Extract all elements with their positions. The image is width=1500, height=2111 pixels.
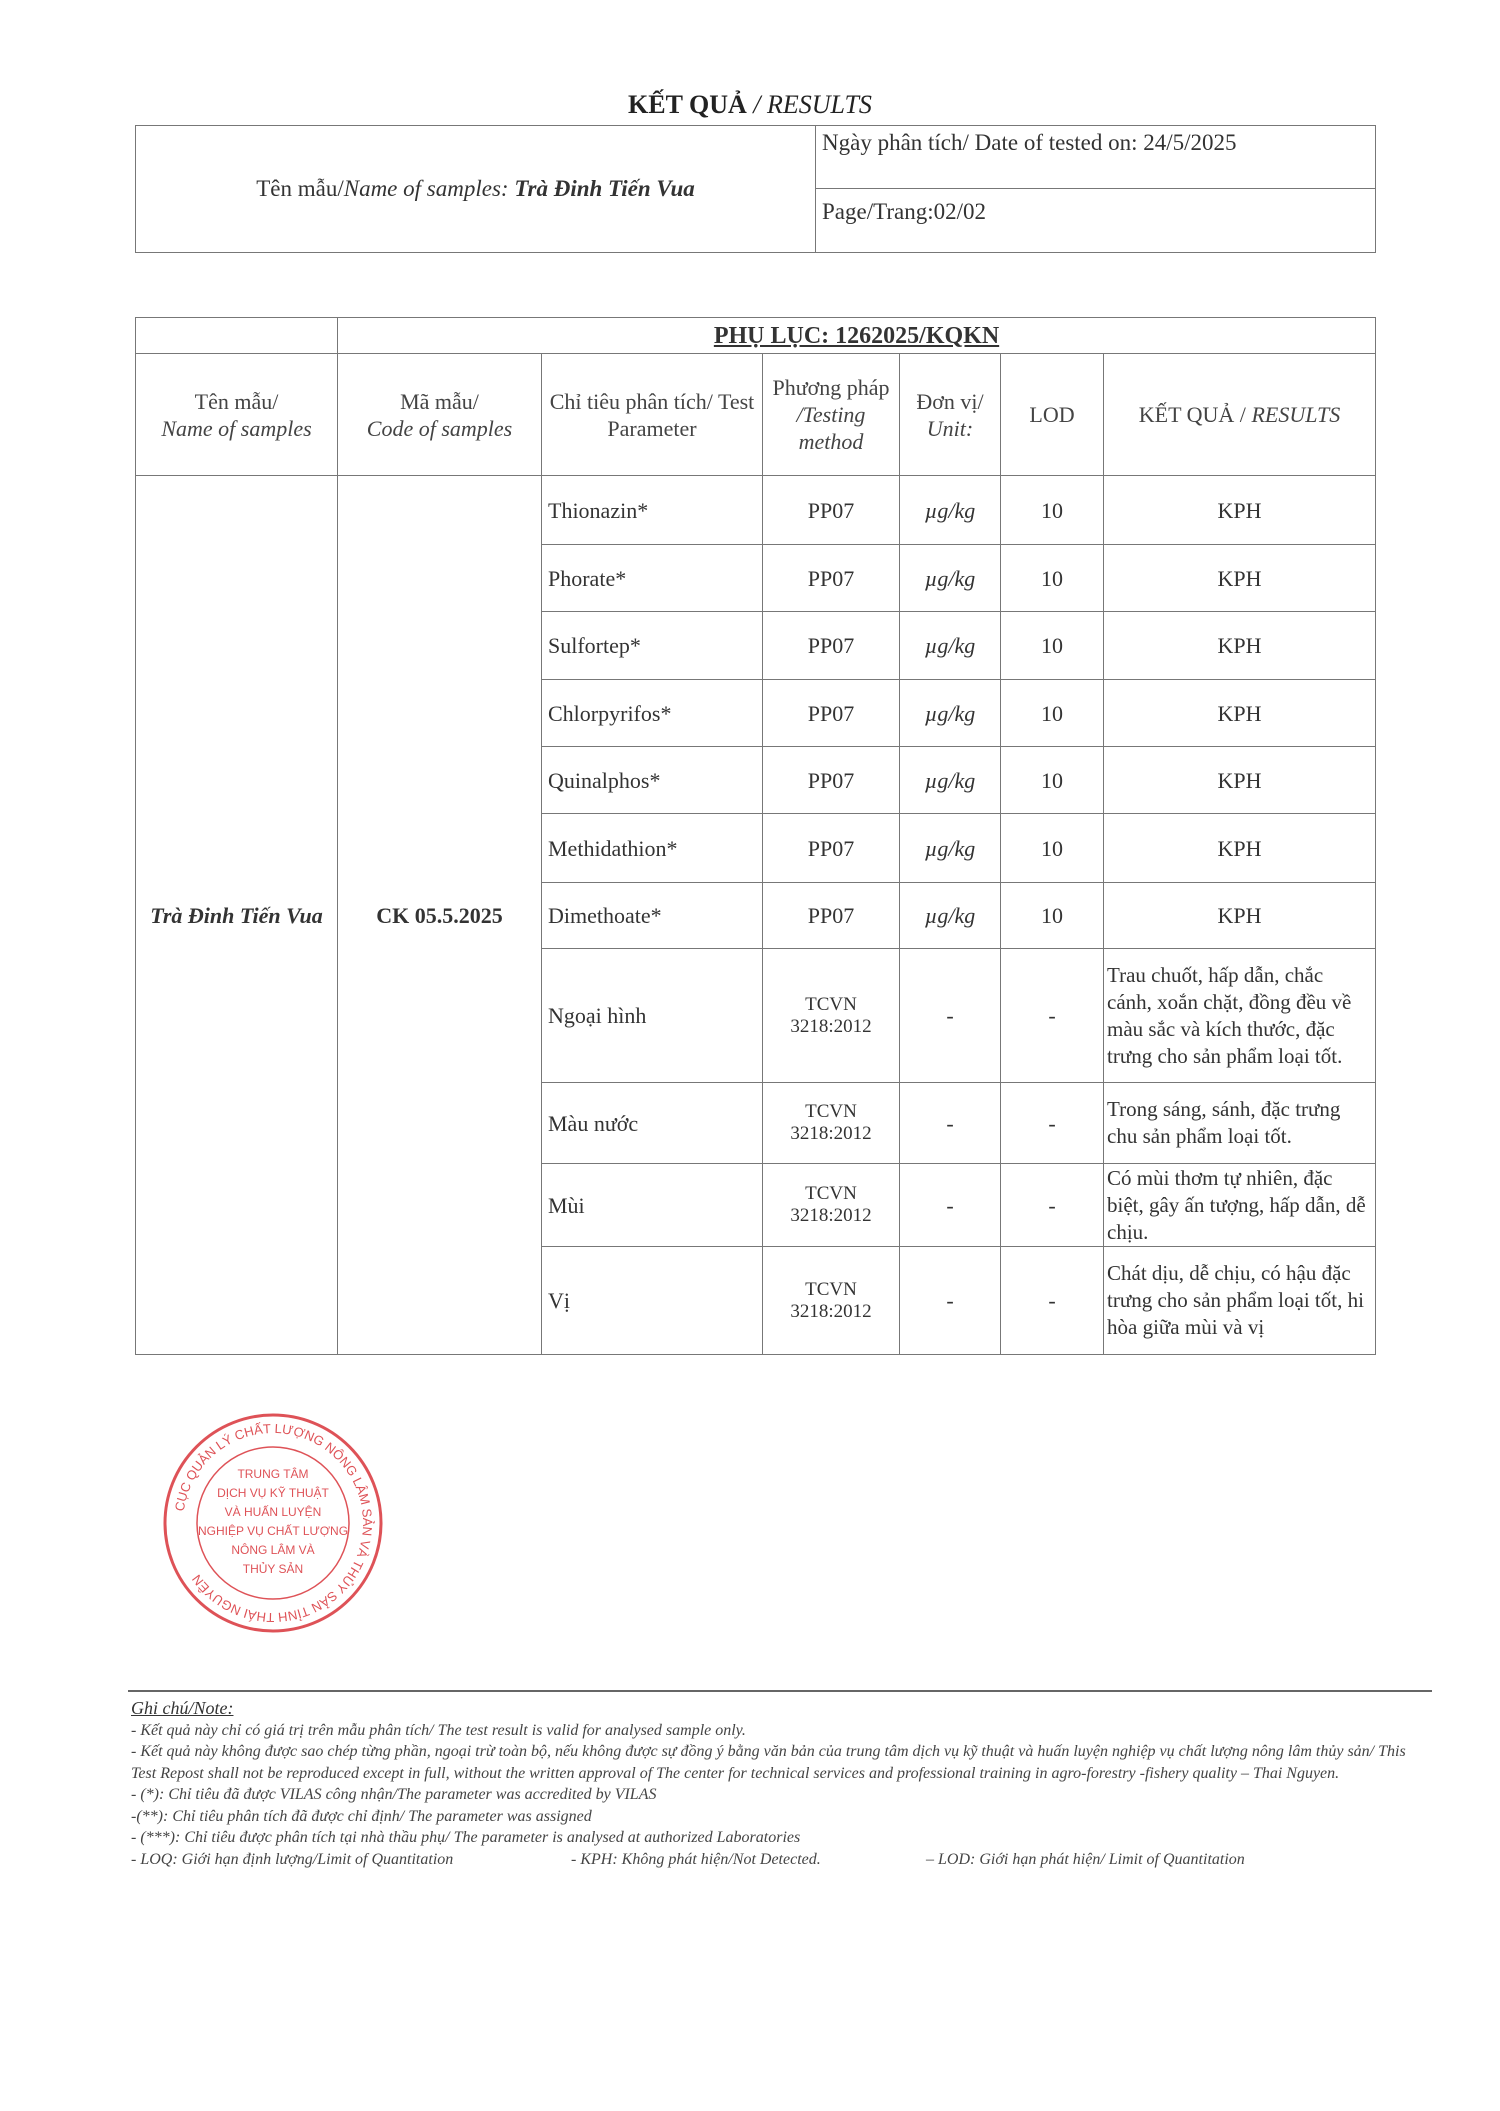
header-result: KẾT QUẢ / RESULTS	[1102, 353, 1377, 476]
table-row: Mùi TCVN 3218:2012- - Có mùi thơm tự nhiên,…	[136, 1163, 1377, 1247]
sample-name: Trà Đinh Tiến Vua	[135, 475, 338, 1355]
lod-cell: -	[1000, 1082, 1104, 1164]
unit-cell: -	[899, 948, 1001, 1083]
method-cell: PP07	[762, 611, 900, 680]
result-cell: Trau chuốt, hấp dẫn, chắc cánh, xoắn chặ…	[1102, 948, 1377, 1083]
header-sample-code: Mã mẫu/Code of samples	[337, 353, 542, 476]
stamp-text: THỦY SẢN	[243, 1561, 303, 1576]
unit-cell: -	[899, 1246, 1001, 1355]
note-line: - (*): Chỉ tiêu đã được VILAS công nhận/…	[131, 1786, 657, 1803]
method-cell: PP07	[762, 544, 900, 612]
appendix-title: PHỤ LỤC: 1262025/KQKN	[713, 322, 1000, 349]
lod-cell: -	[1000, 1246, 1104, 1355]
unit-cell: µg/kg	[899, 475, 1001, 545]
unit-cell: µg/kg	[899, 679, 1001, 747]
lod-cell: 10	[1000, 679, 1104, 747]
header-unit: Đơn vị/Unit:	[899, 353, 1001, 476]
lod-cell: 10	[1000, 544, 1104, 612]
lod-cell: -	[1000, 1163, 1104, 1247]
table-row: Màu nước TCVN 3218:2012- - Trong sáng, sánh…	[136, 1082, 1377, 1164]
table-row: Ngoại hình TCVN 3218:2012- - Trau chuốt, hấ…	[136, 948, 1377, 1083]
official-stamp: CỤC QUẢN LÝ CHẤT LƯỢNG NÔNG LÂM SẢN VÀ T…	[163, 1413, 383, 1633]
method-cell: PP07	[762, 813, 900, 883]
method-cell: TCVN 3218:2012	[762, 948, 900, 1083]
note-line: - Kết quả này chỉ có giá trị trên mẫu ph…	[131, 1721, 746, 1739]
unit-cell: -	[899, 1163, 1001, 1247]
result-cell: KPH	[1102, 813, 1377, 883]
table-row: Trà Đinh Tiến Vua CK 05.5.2025 Thionazin* P…	[135, 475, 1377, 1355]
result-cell: KPH	[1102, 544, 1377, 612]
unit-cell: µg/kg	[899, 746, 1001, 814]
table-row: Vị TCVN 3218:2012- - Chát dịu, dễ chịu, có …	[136, 1246, 1377, 1355]
lod-cell: 10	[1000, 746, 1104, 814]
parameter-cell: Phorate*	[541, 544, 763, 612]
parameter-cell: Dimethoate*	[541, 882, 763, 949]
stamp-text: NÔNG LÂM VÀ	[231, 1542, 314, 1557]
sample-info-table: Tên mẫu/Name of samples: Trà Đinh Tiến V…	[135, 125, 1376, 253]
method-cell: TCVN 3218:2012	[762, 1163, 900, 1247]
note-line: - LOQ: Giới hạn định lượng/Limit of Quan…	[131, 1850, 1245, 1868]
unit-cell: -	[899, 1082, 1001, 1164]
result-cell: Chát dịu, dễ chịu, có hậu đặc trưng cho …	[1102, 1246, 1377, 1355]
stamp-text: VÀ HUẤN LUYỆN	[225, 1504, 322, 1519]
lod-cell: 10	[1000, 813, 1104, 883]
method-cell: PP07	[762, 746, 900, 814]
method-cell: PP07	[762, 475, 900, 545]
table-row: Quinalphos* PP07 µg/kg 10 KPH	[136, 746, 1377, 814]
parameter-cell: Ngoại hình	[541, 948, 763, 1083]
result-cell: KPH	[1102, 611, 1377, 680]
unit-cell: µg/kg	[899, 544, 1001, 612]
lod-cell: 10	[1000, 882, 1104, 949]
lod-cell: 10	[1000, 611, 1104, 680]
sample-code: CK 05.5.2025	[337, 475, 542, 1355]
notes-heading: Ghi chú/Note:	[131, 1698, 234, 1718]
method-cell: TCVN 3218:2012	[762, 1246, 900, 1355]
notes-divider	[128, 1690, 1432, 1692]
test-date: Ngày phân tích/ Date of tested on: 24/5/…	[815, 125, 1376, 189]
method-cell: PP07	[762, 679, 900, 747]
page-number: Page/Trang:02/02	[815, 188, 1376, 253]
stamp-text: TRUNG TÂM	[237, 1466, 308, 1481]
parameter-cell: Màu nước	[541, 1082, 763, 1164]
page-title: KẾT QUẢ / RESULTS	[628, 90, 872, 119]
parameter-cell: Vị	[541, 1246, 763, 1355]
note-line: - Kết quả này không được sao chép từng p…	[131, 1743, 1406, 1782]
stamp-text: NGHIỆP VỤ CHẤT LƯỢNG	[198, 1523, 348, 1538]
result-cell: Trong sáng, sánh, đặc trưng chu sản phẩm…	[1102, 1082, 1377, 1164]
result-cell: KPH	[1102, 475, 1377, 545]
unit-cell: µg/kg	[899, 882, 1001, 949]
table-row: Chlorpyrifos* PP07 µg/kg 10 KPH	[136, 679, 1377, 747]
parameter-cell: Methidathion*	[541, 813, 763, 883]
parameter-cell: Thionazin*	[541, 475, 763, 545]
parameter-cell: Sulfortep*	[541, 611, 763, 680]
note-line: -(**): Chỉ tiêu phân tích đã được chỉ đị…	[131, 1807, 592, 1825]
header-lod: LOD	[1000, 353, 1104, 476]
result-cell: KPH	[1102, 679, 1377, 747]
parameter-cell: Chlorpyrifos*	[541, 679, 763, 747]
unit-cell: µg/kg	[899, 611, 1001, 680]
header-method: Phương pháp/Testing method	[762, 353, 900, 476]
table-row: Sulfortep* PP07 µg/kg 10 KPH	[136, 611, 1377, 680]
parameter-cell: Mùi	[541, 1163, 763, 1247]
lod-cell: 10	[1000, 475, 1104, 545]
stamp-text: DỊCH VỤ KỸ THUẬT	[217, 1485, 329, 1500]
result-cell: KPH	[1102, 882, 1377, 949]
sample-name-cell: Tên mẫu/Name of samples: Trà Đinh Tiến V…	[135, 125, 816, 253]
svg-text:CỤC QUẢN LÝ CHẤT LƯỢNG NÔNG LÂ: CỤC QUẢN LÝ CHẤT LƯỢNG NÔNG LÂM SẢN VÀ T…	[172, 1421, 375, 1625]
header-sample-name: Tên mẫu/Name of samples	[135, 353, 338, 476]
notes-section: Ghi chú/Note: - Kết quả này chỉ có giá t…	[131, 1698, 1431, 1870]
lod-cell: -	[1000, 948, 1104, 1083]
unit-cell: µg/kg	[899, 813, 1001, 883]
method-cell: TCVN 3218:2012	[762, 1082, 900, 1164]
method-cell: PP07	[762, 882, 900, 949]
appendix-table: PHỤ LỤC: 1262025/KQKN Tên mẫu/Name of sa…	[135, 317, 1377, 1355]
result-cell: KPH	[1102, 746, 1377, 814]
parameter-cell: Quinalphos*	[541, 746, 763, 814]
result-cell: Có mùi thơm tự nhiên, đặc biệt, gây ấn t…	[1102, 1163, 1377, 1247]
note-line: - (***): Chỉ tiêu được phân tích tại nhà…	[131, 1829, 801, 1846]
header-parameter: Chỉ tiêu phân tích/ Test Parameter	[541, 353, 763, 476]
